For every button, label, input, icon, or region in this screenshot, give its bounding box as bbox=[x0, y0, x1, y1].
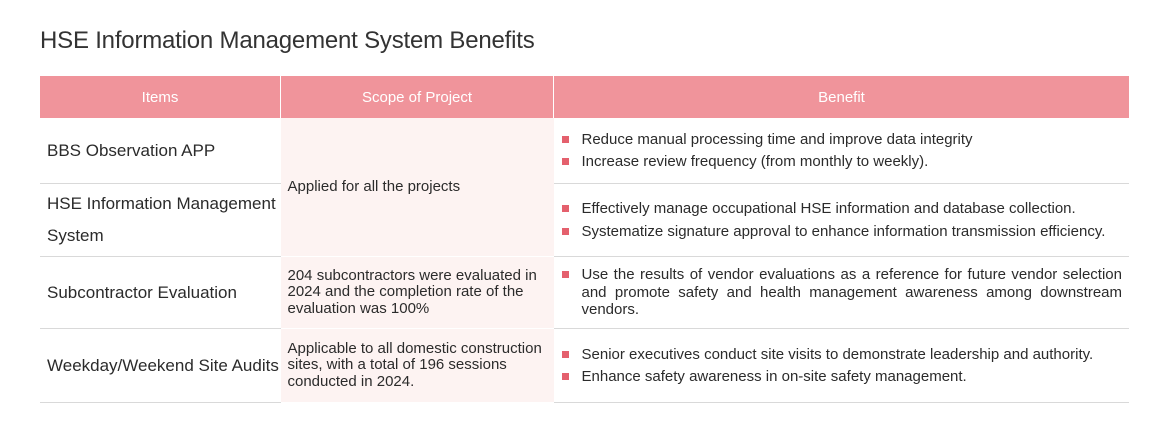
column-header-benefit: Benefit bbox=[553, 76, 1129, 118]
benefits-table: Items Scope of Project Benefit BBS Obser… bbox=[40, 76, 1129, 403]
item-cell: Weekday/Weekend Site Audits bbox=[40, 328, 281, 403]
benefit-item: Enhance safety awareness in on-site safe… bbox=[561, 368, 1123, 386]
table-row: Subcontractor Evaluation 204 subcontract… bbox=[40, 256, 1129, 329]
benefit-list: Reduce manual processing time and improv… bbox=[561, 131, 1123, 171]
table-row: Weekday/Weekend Site Audits Applicable t… bbox=[40, 328, 1129, 403]
item-cell: BBS Observation APP bbox=[40, 118, 281, 184]
scope-cell: 204 subcontractors were evaluated in 202… bbox=[280, 256, 554, 329]
table-row: HSE Information Management System Effect… bbox=[40, 183, 1129, 257]
benefit-list: Effectively manage occupational HSE info… bbox=[561, 200, 1123, 241]
column-header-scope: Scope of Project bbox=[280, 76, 554, 118]
item-cell: HSE Information Management System bbox=[40, 183, 281, 257]
benefit-item: Increase review frequency (from monthly … bbox=[561, 153, 1123, 171]
table-row: BBS Observation APP Applied for all the … bbox=[40, 118, 1129, 257]
benefit-item: Senior executives conduct site visits to… bbox=[561, 346, 1123, 364]
benefit-item: Use the results of vendor evaluations as… bbox=[561, 266, 1122, 319]
benefit-cell: Use the results of vendor evaluations as… bbox=[553, 256, 1129, 329]
benefit-cell: Effectively manage occupational HSE info… bbox=[553, 183, 1129, 257]
benefit-list: Senior executives conduct site visits to… bbox=[561, 346, 1123, 386]
benefit-cell: Senior executives conduct site visits to… bbox=[553, 328, 1129, 403]
benefit-item: Reduce manual processing time and improv… bbox=[561, 131, 1123, 149]
table-header-row: Items Scope of Project Benefit bbox=[40, 76, 1129, 118]
item-cell: Subcontractor Evaluation bbox=[40, 256, 281, 329]
scope-cell: Applicable to all domestic construction … bbox=[280, 328, 554, 403]
benefit-list: Use the results of vendor evaluations as… bbox=[561, 266, 1122, 319]
benefit-item: Systematize signature approval to enhanc… bbox=[561, 223, 1123, 241]
benefit-cell: Reduce manual processing time and improv… bbox=[553, 118, 1129, 184]
benefit-item: Effectively manage occupational HSE info… bbox=[561, 200, 1123, 218]
scope-cell: Applied for all the projects bbox=[280, 118, 554, 257]
column-header-items: Items bbox=[40, 76, 281, 118]
page-title: HSE Information Management System Benefi… bbox=[40, 27, 535, 54]
